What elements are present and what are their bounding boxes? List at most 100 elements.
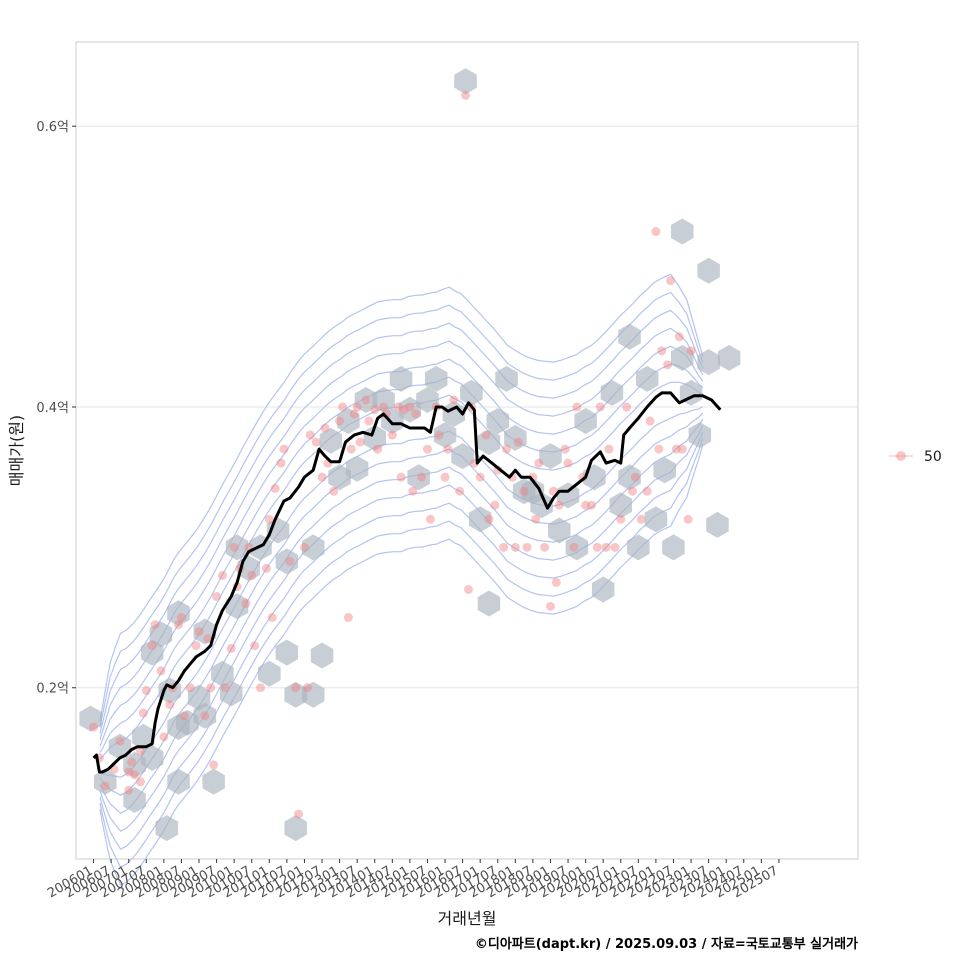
hex-bin <box>539 443 562 470</box>
data-point <box>677 444 687 454</box>
data-point <box>551 577 561 587</box>
data-point <box>329 486 339 496</box>
data-point <box>399 405 409 415</box>
data-point <box>302 683 312 693</box>
hex-bin <box>275 548 299 575</box>
data-point <box>396 472 406 482</box>
data-point <box>217 570 227 580</box>
data-point <box>393 402 403 412</box>
hex-bin <box>635 365 659 392</box>
data-point <box>663 360 673 370</box>
data-point <box>461 90 471 100</box>
data-point <box>610 542 620 552</box>
data-point <box>174 620 184 630</box>
data-point <box>200 711 210 721</box>
hex-bin <box>381 408 404 434</box>
y-tick-label: 0.4억 <box>36 401 69 416</box>
data-point <box>226 643 236 653</box>
data-point <box>674 332 684 342</box>
hex-bin <box>310 642 334 669</box>
data-point <box>616 514 626 524</box>
hex-bin <box>460 379 483 406</box>
hex-bin <box>600 379 624 406</box>
data-point <box>422 444 432 454</box>
data-point <box>352 402 362 412</box>
data-point <box>545 601 555 611</box>
data-point <box>135 746 145 756</box>
data-point <box>657 346 667 356</box>
hex-bin <box>477 590 501 617</box>
data-point <box>370 405 380 415</box>
hex-bin <box>504 424 527 451</box>
data-point <box>159 732 169 742</box>
hex-bin <box>225 534 249 561</box>
legend: 50 <box>889 449 942 465</box>
contour-line <box>99 291 704 728</box>
data-point <box>622 402 632 412</box>
data-point <box>604 444 614 454</box>
hex-bin <box>389 365 413 392</box>
data-point <box>343 613 353 623</box>
hex-bin <box>167 600 190 627</box>
hex-bin <box>337 408 360 434</box>
hex-bin <box>225 593 249 620</box>
data-point <box>176 613 186 623</box>
data-point <box>320 423 330 433</box>
data-point <box>264 514 274 524</box>
scatter-points <box>89 90 696 819</box>
data-point <box>191 641 201 651</box>
data-point <box>279 444 289 454</box>
hex-bin <box>284 815 307 842</box>
hex-bin <box>697 257 720 284</box>
data-point <box>513 437 523 447</box>
hex-bin <box>717 344 741 371</box>
data-point <box>364 416 374 426</box>
plot-panel <box>75 41 859 887</box>
data-point <box>499 542 509 552</box>
data-point <box>335 416 345 426</box>
data-point <box>305 430 315 440</box>
data-point <box>686 346 696 356</box>
contour-line <box>99 425 704 832</box>
y-tick-label: 0.6억 <box>36 120 69 135</box>
data-point <box>141 686 151 696</box>
data-point <box>645 416 655 426</box>
data-point <box>540 542 550 552</box>
data-point <box>531 514 541 524</box>
hex-bin <box>486 408 509 434</box>
data-point <box>229 542 239 552</box>
data-point <box>311 437 321 447</box>
hex-bin <box>442 401 466 427</box>
data-point <box>135 777 145 787</box>
data-point <box>267 613 277 623</box>
contour-line <box>99 437 704 869</box>
data-point <box>592 542 602 552</box>
hex-bin <box>132 723 155 750</box>
data-point <box>194 627 204 637</box>
data-point <box>387 430 397 440</box>
data-point <box>247 570 257 580</box>
hex-bin <box>653 457 676 484</box>
data-point <box>285 556 295 566</box>
hex-bin <box>574 408 597 434</box>
data-point <box>405 402 415 412</box>
data-point <box>349 409 359 419</box>
y-tick-label: 0.2억 <box>36 682 69 697</box>
hex-bin <box>671 218 694 245</box>
data-point <box>317 472 327 482</box>
data-point <box>220 683 230 693</box>
data-point <box>581 500 591 510</box>
hex-bin <box>123 787 146 813</box>
data-point <box>601 542 611 552</box>
x-axis-title: 거래년월 <box>438 909 497 928</box>
hex-bin <box>688 422 712 449</box>
data-point <box>481 430 491 440</box>
data-point <box>449 395 459 405</box>
data-point <box>241 599 251 609</box>
data-point <box>115 736 125 746</box>
panel-border <box>75 41 859 860</box>
hex-bin <box>302 534 325 561</box>
hex-bin <box>407 464 430 491</box>
hex-bin <box>425 365 448 392</box>
hex-bin <box>398 396 422 423</box>
